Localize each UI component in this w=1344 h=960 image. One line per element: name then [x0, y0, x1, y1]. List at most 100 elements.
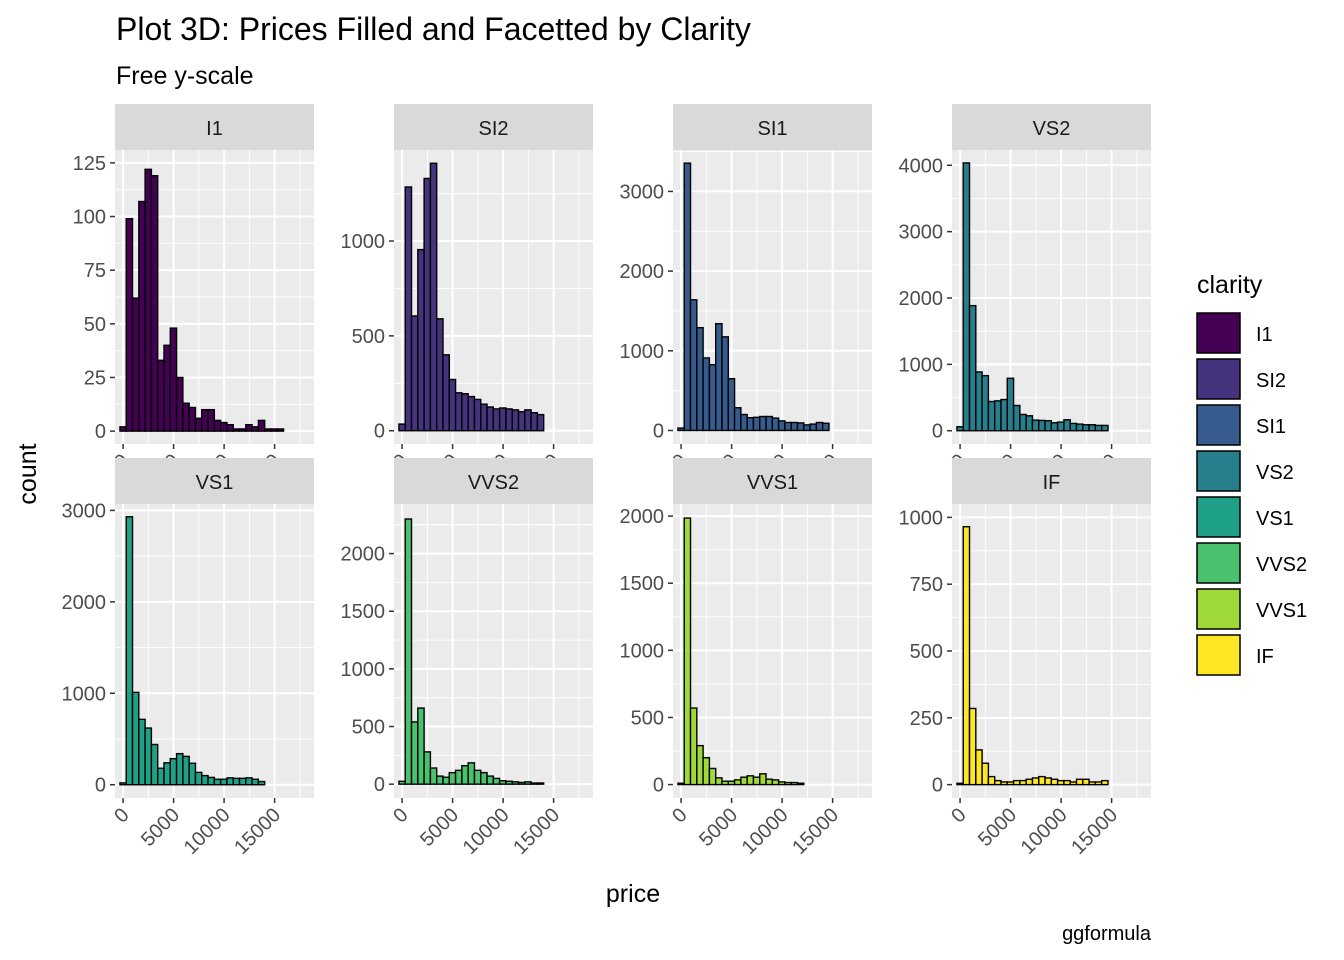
y-tick-label: 0: [653, 775, 664, 797]
histogram-bar: [467, 395, 476, 432]
histogram-bar: [410, 721, 419, 785]
histogram-bar: [276, 428, 285, 432]
legend-label: SI2: [1256, 370, 1286, 392]
histogram-bar: [524, 409, 532, 432]
histogram-bar: [696, 326, 704, 432]
facet-strip: [952, 458, 1151, 504]
y-tick-label: 50: [84, 314, 106, 336]
histogram-bar: [1088, 781, 1097, 786]
histogram-bar: [144, 727, 153, 786]
histogram-bar: [721, 336, 729, 432]
x-tick-label: 0: [110, 804, 133, 827]
legend-key-vs1: [1196, 496, 1241, 538]
histogram-bar: [790, 421, 799, 432]
histogram-bar: [677, 427, 685, 432]
legend-label: IF: [1256, 646, 1274, 668]
histogram-bar: [727, 377, 736, 432]
histogram-bar: [435, 775, 444, 785]
histogram-bar: [1019, 779, 1027, 786]
chart-title: Plot 3D: Prices Filled and Facetted by C…: [116, 11, 751, 47]
histogram-bar: [530, 782, 539, 785]
histogram-bar: [752, 416, 761, 432]
chart-subtitle: Free y-scale: [116, 62, 254, 90]
histogram-bar: [1082, 778, 1090, 786]
histogram-bar: [417, 707, 425, 785]
histogram-bar: [448, 771, 457, 785]
histogram-bar: [213, 419, 222, 432]
histogram-bar: [257, 419, 266, 432]
histogram-bar: [721, 780, 729, 786]
histogram-bar: [752, 776, 761, 786]
y-tick-label: 500: [631, 707, 664, 729]
histogram-bar: [486, 406, 495, 432]
histogram-bar: [708, 767, 717, 786]
histogram-bar: [398, 780, 406, 785]
x-tick-label: 0: [947, 804, 970, 827]
histogram-bar: [536, 413, 545, 432]
legend-key-vvs2: [1196, 542, 1241, 584]
histogram-bar: [975, 371, 983, 432]
histogram-bar: [987, 775, 996, 786]
y-tick-label: 500: [352, 717, 385, 739]
legend-label: SI1: [1256, 416, 1286, 438]
histogram-bar: [511, 781, 520, 785]
histogram-bar: [759, 415, 767, 432]
y-tick-label: 2000: [62, 592, 107, 614]
histogram-bar: [448, 378, 457, 432]
y-tick-label: 1000: [620, 640, 665, 662]
x-tick-label: 0: [668, 804, 691, 827]
histogram-bar: [1025, 778, 1034, 786]
x-tick-label: 0: [389, 804, 412, 827]
legend-title: clarity: [1197, 271, 1263, 299]
histogram-bar: [156, 767, 165, 786]
histogram-bar: [182, 755, 190, 786]
histogram-bar: [188, 762, 197, 786]
y-tick-label: 1000: [620, 341, 665, 363]
facet-strip: [115, 104, 314, 150]
histogram-bar: [505, 408, 513, 432]
y-tick-label: 0: [932, 421, 943, 443]
histogram-bar: [163, 344, 171, 432]
histogram-bar: [125, 217, 134, 432]
histogram-bar: [530, 412, 539, 432]
histogram-bar: [454, 769, 463, 785]
histogram-bar: [492, 777, 501, 785]
histogram-bar: [962, 526, 971, 786]
histogram-bar: [226, 777, 234, 786]
histogram-bar: [1075, 778, 1084, 786]
histogram-bar: [442, 354, 450, 432]
histogram-bar: [467, 762, 476, 785]
histogram-bar: [207, 776, 216, 786]
histogram-bar: [746, 417, 755, 432]
histogram-bar: [956, 782, 964, 786]
x-tick-label: 15000: [1067, 804, 1122, 859]
histogram-bar: [1100, 424, 1109, 432]
histogram-bar: [1050, 422, 1059, 432]
x-tick-label: 5000: [974, 804, 1021, 851]
histogram-bar: [150, 175, 159, 432]
histogram-bar: [689, 707, 698, 786]
histogram-bar: [492, 408, 501, 432]
histogram-bar: [517, 411, 526, 432]
histogram-bar: [714, 322, 723, 432]
histogram-bar: [1044, 777, 1053, 786]
x-axis-title: price: [606, 880, 660, 908]
histogram-bar: [486, 775, 495, 785]
histogram-bar: [821, 422, 830, 432]
histogram-bar: [1056, 779, 1065, 786]
histogram-bar: [714, 777, 723, 786]
histogram-bar: [263, 428, 272, 432]
legend-label: VVS1: [1256, 600, 1307, 622]
x-tick-label: 10000: [459, 804, 514, 859]
histogram-bar: [1063, 419, 1071, 432]
histogram-bar: [219, 778, 228, 786]
histogram-bar: [765, 778, 774, 786]
y-tick-label: 4000: [899, 155, 944, 177]
histogram-bar: [257, 780, 266, 786]
histogram-bar: [1006, 781, 1015, 786]
histogram-bar: [733, 407, 742, 432]
y-tick-label: 125: [73, 153, 106, 175]
histogram-bar: [175, 376, 184, 432]
